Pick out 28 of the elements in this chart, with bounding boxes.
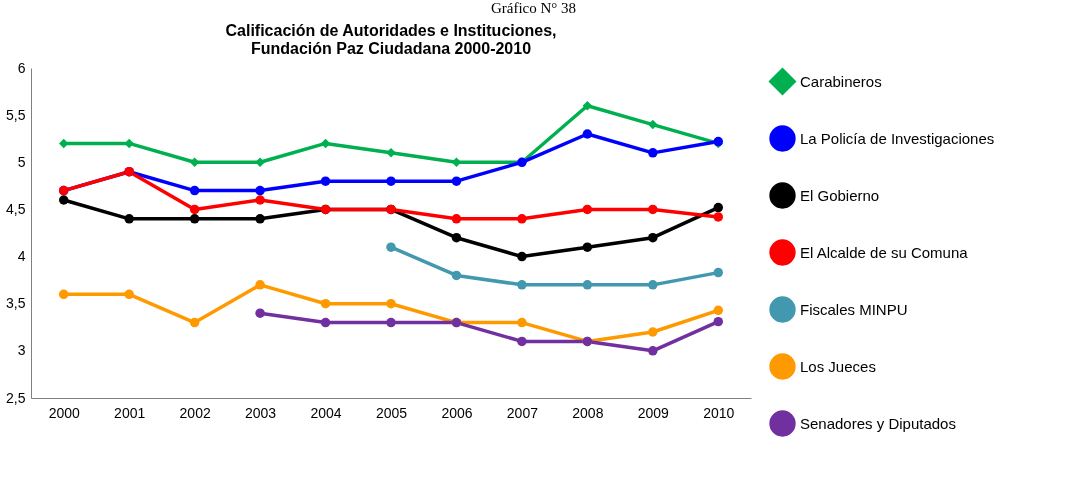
x-tick-label: 2006 <box>441 404 473 421</box>
x-tick-label: 2005 <box>375 404 408 421</box>
y-tick-label: 5,5 <box>6 106 26 123</box>
x-tick-label: 2003 <box>245 404 277 421</box>
text: Gráfico N° 38 <box>489 0 578 18</box>
y-tick-label: 2,5 <box>6 389 26 406</box>
x-tick-label: 2004 <box>310 404 342 421</box>
x-tick-label: 2008 <box>572 404 604 421</box>
x-tick-label: 2002 <box>179 404 211 421</box>
legend-label: Senadores y Diputados <box>800 414 956 432</box>
y-tick-label: 3 <box>17 342 26 359</box>
legend-label: El Gobierno <box>800 186 880 204</box>
legend-label: El Alcalde de su Comuna <box>800 243 969 261</box>
y-tick-label: 4,5 <box>6 200 26 217</box>
x-tick-label: 2001 <box>114 404 146 421</box>
y-tick-label: 6 <box>17 59 26 76</box>
x-tick-label: 2009 <box>637 404 670 421</box>
legend-label: Los Jueces <box>800 357 876 375</box>
chart-title: Calificación de Autoridades e Instituciones, Fundación Paz Ciudadana 2000-2010 <box>225 22 557 57</box>
x-tick-label: 2010 <box>703 404 735 421</box>
x-tick-label: 2000 <box>48 404 81 421</box>
y-tick-label: 4 <box>17 248 26 265</box>
legend-label: La Policía de Investigaciones <box>800 129 995 147</box>
legend-label: Fiscales MINPU <box>800 300 908 318</box>
y-tick-label: 5 <box>17 153 26 170</box>
y-tick-label: 3,5 <box>6 295 26 312</box>
legend-label: Carabineros <box>800 72 882 90</box>
x-tick-label: 2007 <box>506 404 539 421</box>
